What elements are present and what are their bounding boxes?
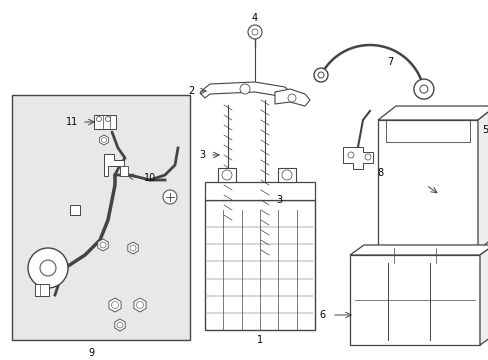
Text: 1: 1 [256, 335, 263, 345]
Text: 3: 3 [199, 150, 204, 160]
Text: 11: 11 [66, 117, 78, 127]
Circle shape [102, 138, 106, 143]
Circle shape [96, 117, 102, 122]
Polygon shape [109, 298, 121, 312]
Bar [94, 115, 116, 129]
Bar [70, 205, 80, 215]
Polygon shape [477, 106, 488, 250]
Bar [35, 284, 49, 296]
Polygon shape [127, 242, 138, 254]
Polygon shape [349, 245, 488, 255]
Circle shape [247, 25, 262, 39]
Circle shape [100, 242, 106, 248]
Text: 5: 5 [481, 125, 487, 135]
Bar [349, 255, 479, 345]
Circle shape [163, 190, 177, 204]
Polygon shape [100, 135, 108, 145]
Circle shape [419, 85, 427, 93]
Circle shape [287, 94, 295, 102]
Text: 10: 10 [143, 173, 156, 183]
Circle shape [136, 302, 143, 309]
Circle shape [28, 248, 68, 288]
Circle shape [347, 152, 353, 158]
Circle shape [111, 302, 118, 309]
Text: 8: 8 [376, 168, 382, 178]
Bar [12, 95, 190, 340]
Polygon shape [115, 319, 125, 331]
Polygon shape [104, 154, 124, 176]
Circle shape [240, 84, 249, 94]
Polygon shape [98, 239, 108, 251]
Circle shape [105, 117, 110, 122]
Circle shape [282, 170, 291, 180]
Text: 9: 9 [88, 348, 94, 358]
Bar [218, 168, 236, 182]
Circle shape [317, 72, 324, 78]
Text: 6: 6 [318, 310, 325, 320]
Text: 2: 2 [187, 86, 194, 96]
Polygon shape [274, 89, 309, 106]
Circle shape [251, 29, 258, 35]
Circle shape [117, 322, 123, 328]
Circle shape [40, 260, 56, 276]
Circle shape [413, 79, 433, 99]
Text: 3: 3 [275, 195, 282, 205]
Text: 7: 7 [386, 57, 392, 67]
Bar [120, 166, 128, 176]
Circle shape [130, 245, 136, 251]
Bar [204, 182, 314, 200]
Bar [278, 168, 295, 182]
Polygon shape [377, 106, 488, 120]
Bar [204, 200, 314, 330]
Circle shape [222, 170, 231, 180]
Polygon shape [479, 245, 488, 345]
Polygon shape [200, 82, 289, 98]
Bar [377, 120, 477, 250]
Text: 4: 4 [251, 13, 258, 23]
Circle shape [313, 68, 327, 82]
Circle shape [364, 154, 370, 160]
Polygon shape [342, 147, 372, 169]
Polygon shape [134, 298, 146, 312]
